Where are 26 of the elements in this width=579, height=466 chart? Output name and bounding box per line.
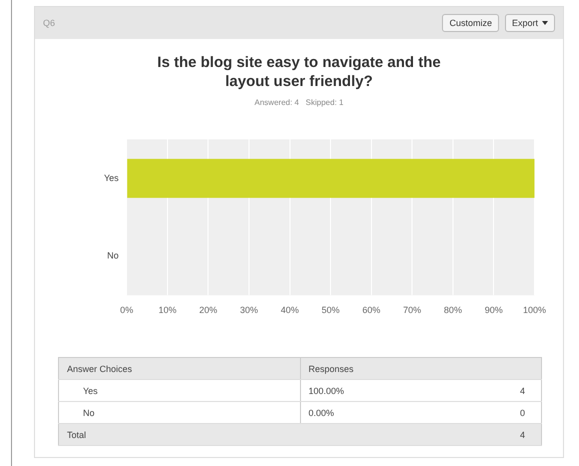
text: Total [58, 424, 300, 446]
text: 4 [454, 380, 542, 402]
x-tick-label: 0% [120, 305, 134, 316]
chart-subtitle: Answered: 4 Skipped: 1 [254, 98, 344, 107]
x-tick-label: 90% [484, 305, 503, 316]
text: Responses [300, 358, 542, 380]
category-label: No [83, 408, 95, 418]
category-label: Yes [83, 386, 98, 396]
x-tick-label: 40% [280, 305, 299, 316]
text: Export [504, 14, 555, 32]
x-tick-label: 60% [362, 305, 380, 316]
text: Q6 [43, 18, 56, 28]
text: 0 [454, 402, 542, 424]
x-tick-label: 50% [322, 305, 340, 316]
text: 4 [454, 424, 542, 446]
text: Customize [442, 14, 499, 32]
x-tick-label: 10% [158, 305, 176, 316]
x-tick-label: 30% [240, 305, 258, 316]
chart-title: Is the blog site easy to navigate and the layout user friendly? [156, 53, 442, 91]
text: 0.00% [300, 402, 454, 424]
text: Answer Choices [58, 358, 300, 380]
x-tick-label: 80% [444, 305, 462, 316]
x-tick-label: 20% [199, 305, 218, 316]
x-tick-label: 100% [522, 305, 546, 316]
text: 100.00% [300, 380, 454, 402]
x-tick-label: 70% [403, 305, 422, 316]
